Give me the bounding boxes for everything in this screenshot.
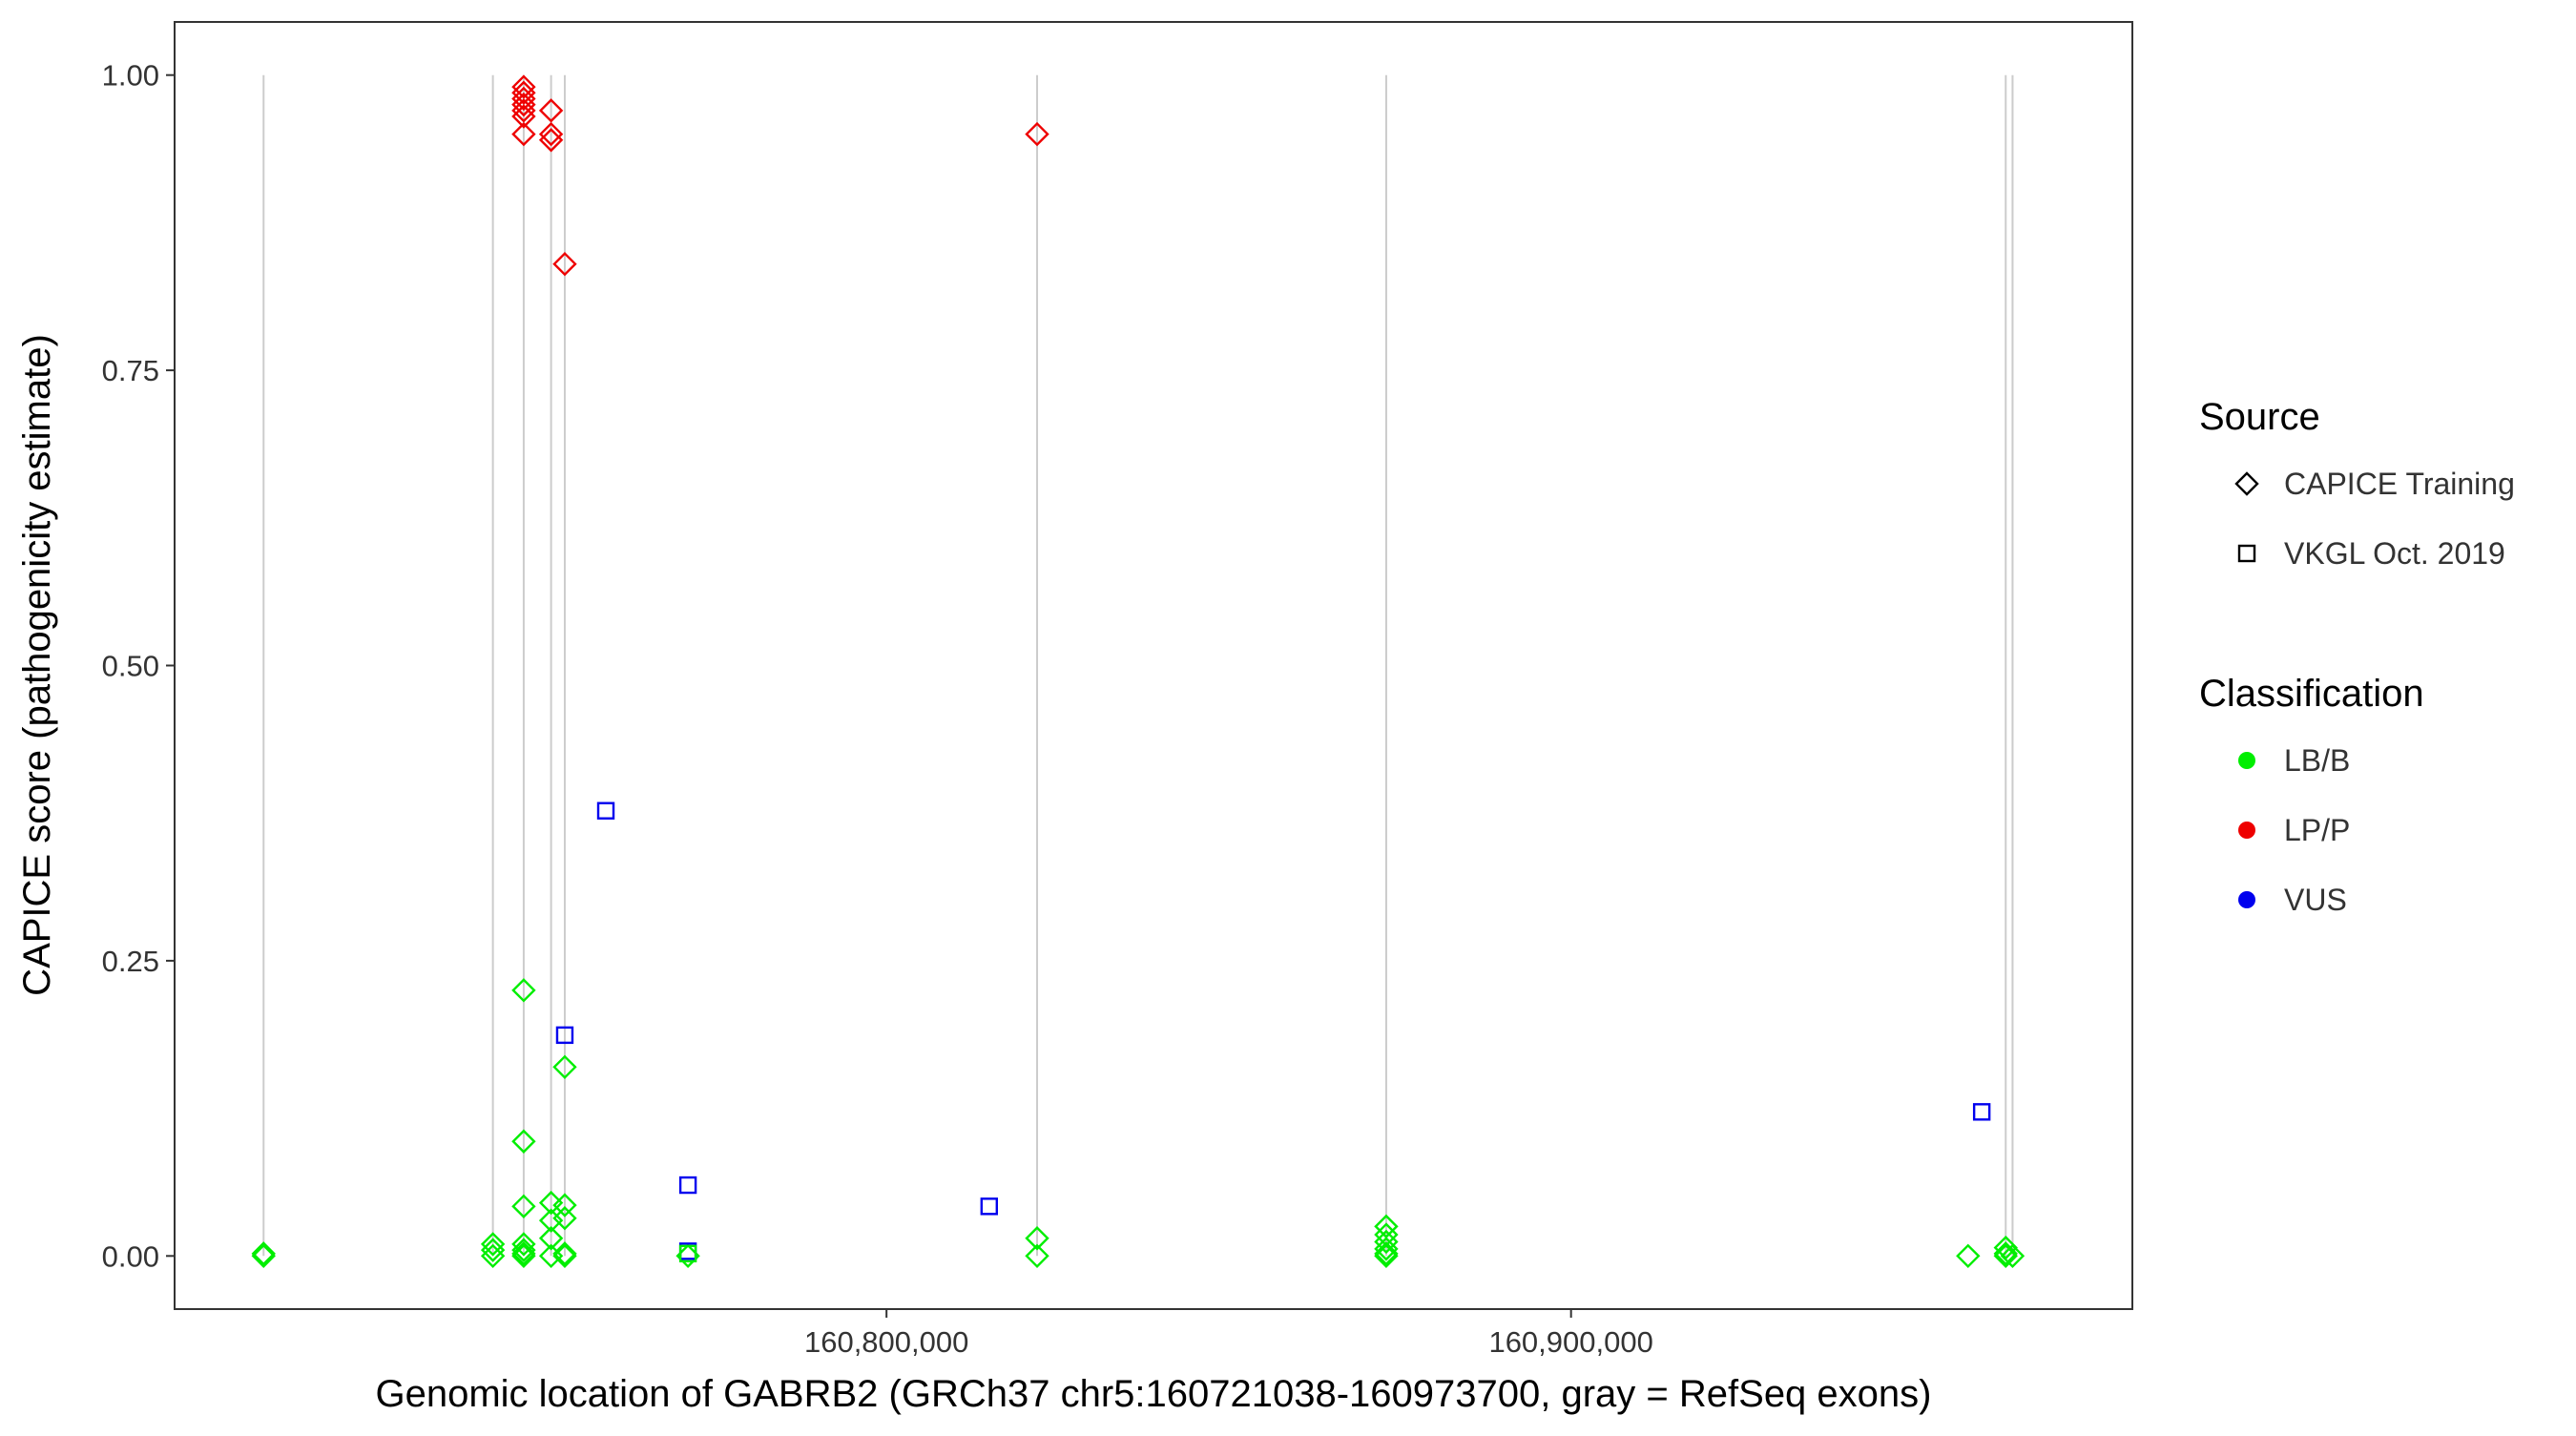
data-point-diamond [552, 1243, 577, 1269]
data-point-diamond [1374, 1229, 1399, 1255]
data-point-square [678, 1244, 697, 1263]
legend-key-dot [2238, 891, 2255, 908]
data-point-diamond [552, 1054, 577, 1079]
exon-lines [262, 74, 2014, 1257]
data-point-diamond [511, 1129, 536, 1154]
data-point-diamond [1956, 1243, 1981, 1269]
data-point-diamond [511, 1243, 536, 1269]
data-point-diamond [552, 1206, 577, 1231]
data-point-diamond [1025, 1243, 1049, 1269]
legend-classification-label: VUS [2284, 883, 2347, 917]
data-point-square [596, 801, 615, 820]
data-point-square [1972, 1103, 1991, 1121]
data-point-diamond [511, 978, 536, 1003]
data-point-square [555, 1026, 574, 1045]
data-point-diamond [1025, 1226, 1049, 1251]
x-axis: 160,800,000 160,900,000 [804, 1309, 1653, 1359]
y-tick-label: 0.00 [102, 1239, 159, 1273]
legend-key-square [2237, 544, 2256, 563]
data-point-diamond [538, 121, 564, 147]
legend-classification-title: Classification [2199, 673, 2424, 715]
data-point-diamond [480, 1243, 506, 1269]
data-point-diamond [1374, 1237, 1399, 1261]
data-point-diamond [511, 98, 536, 123]
data-point-diamond [251, 1243, 276, 1269]
y-tick-label: 0.50 [102, 650, 159, 683]
data-point-diamond [511, 104, 536, 129]
data-point-diamond [480, 1232, 506, 1257]
data-point-diamond [552, 1241, 577, 1266]
legend-source-title: Source [2199, 396, 2320, 438]
legend-source-label: VKGL Oct. 2019 [2284, 536, 2505, 571]
y-axis: 0.00 0.25 0.50 0.75 1.00 [102, 59, 175, 1273]
data-point-square [980, 1197, 999, 1216]
data-point-diamond [511, 1194, 536, 1219]
legend-classification: Classification LB/B LP/P VUS [2199, 673, 2424, 917]
data-point-diamond [511, 1238, 536, 1262]
y-tick-label: 1.00 [102, 59, 159, 93]
legend-key-diamond [2234, 471, 2259, 496]
y-tick-label: 0.75 [102, 354, 159, 387]
legend-classification-label: LP/P [2284, 813, 2350, 847]
data-point-diamond [480, 1238, 506, 1262]
data-point-diamond [538, 1226, 564, 1251]
data-point-diamond [511, 92, 536, 117]
data-points [251, 74, 2025, 1269]
data-point-diamond [511, 1241, 536, 1266]
data-point-diamond [1374, 1241, 1399, 1266]
data-point-diamond [538, 1190, 564, 1216]
data-point-diamond [251, 1241, 276, 1266]
legend-source-label: CAPICE Training [2284, 467, 2515, 501]
data-point-diamond [2000, 1243, 2025, 1269]
y-axis-title: CAPICE score (pathogenicity estimate) [16, 334, 58, 996]
x-tick-label: 160,800,000 [804, 1325, 968, 1359]
legend-source: Source CAPICE Training VKGL Oct. 2019 [2199, 396, 2515, 571]
data-point-diamond [511, 1232, 536, 1257]
data-point-diamond [538, 128, 564, 153]
data-point-diamond [1374, 1243, 1399, 1269]
data-point-diamond [511, 74, 536, 99]
x-axis-title: Genomic location of GABRB2 (GRCh37 chr5:… [376, 1373, 1932, 1415]
data-point-diamond [1993, 1241, 2018, 1266]
legend-key-dot [2238, 752, 2255, 769]
data-point-diamond [511, 121, 536, 147]
data-point-diamond [1025, 121, 1049, 147]
data-point-square [678, 1176, 697, 1195]
data-point-diamond [511, 86, 536, 112]
x-tick-label: 160,900,000 [1488, 1325, 1652, 1359]
data-point-diamond [552, 1193, 577, 1217]
data-point-diamond [552, 252, 577, 277]
legend-classification-label: LB/B [2284, 743, 2350, 778]
y-tick-label: 0.25 [102, 945, 159, 978]
legend-key-dot [2238, 822, 2255, 839]
data-point-diamond [538, 1208, 564, 1233]
data-point-diamond [511, 80, 536, 105]
data-point-diamond [1993, 1243, 2018, 1269]
data-point-diamond [538, 98, 564, 123]
